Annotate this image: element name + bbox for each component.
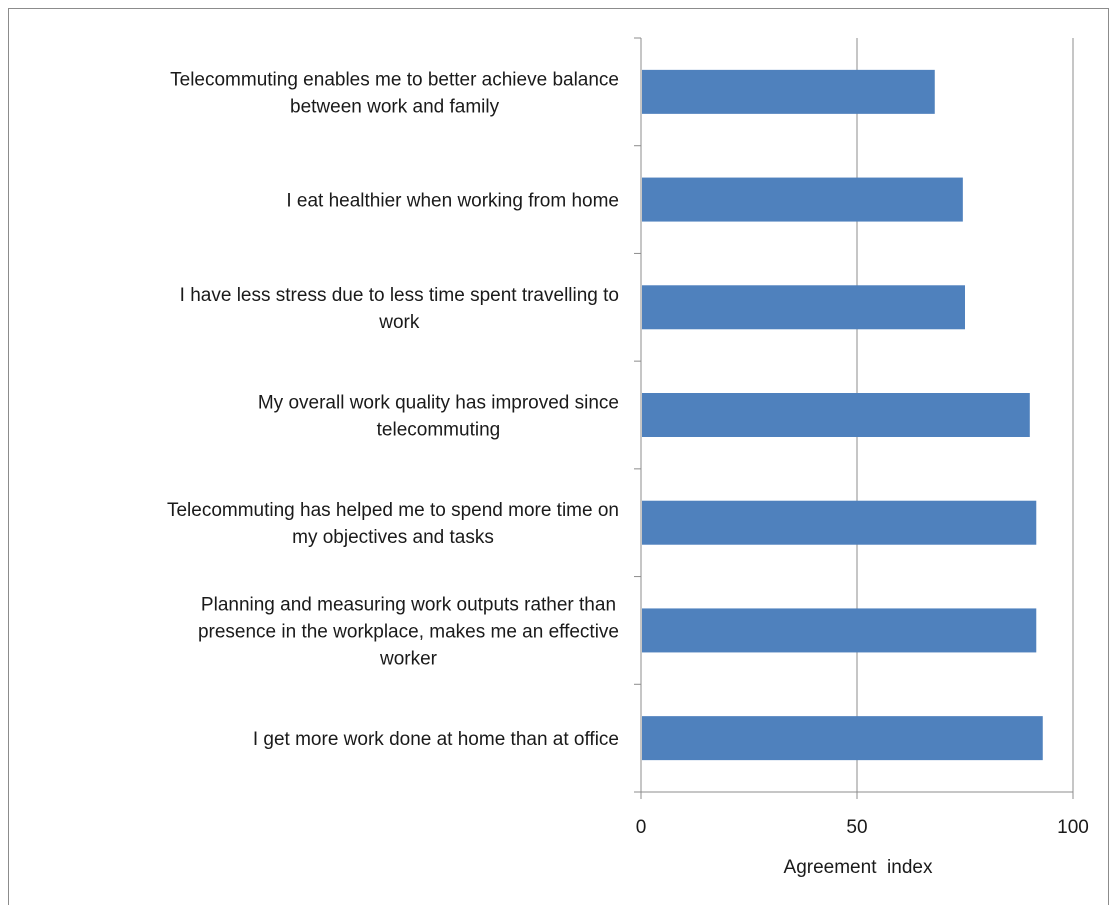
category-label: Telecommuting enables me to better achie… — [170, 69, 619, 90]
bar — [642, 69, 935, 114]
category-label: Telecommuting has helped me to spend mor… — [167, 500, 619, 521]
bar — [642, 177, 963, 222]
category-label: work — [378, 312, 420, 333]
category-label: I have less stress due to less time spen… — [180, 285, 619, 306]
bars — [642, 69, 1043, 761]
category-label: worker — [379, 648, 438, 669]
bar — [642, 500, 1037, 545]
category-label: my objectives and tasks — [292, 527, 494, 548]
x-tick-label: 100 — [1057, 817, 1089, 838]
category-labels: Telecommuting enables me to better achie… — [167, 69, 619, 750]
bar — [642, 716, 1043, 761]
bar — [642, 393, 1030, 437]
tick-labels: 0 50 100 — [636, 817, 1089, 838]
category-label: My overall work quality has improved sin… — [258, 393, 619, 414]
category-label: between work and family — [290, 96, 500, 117]
x-tick-label: 50 — [846, 817, 867, 838]
category-label: I eat healthier when working from home — [286, 191, 619, 212]
category-label: Planning and measuring work outputs rath… — [201, 594, 616, 615]
bar — [642, 285, 965, 330]
bar — [642, 608, 1037, 653]
x-tick-label: 0 — [636, 817, 647, 838]
axes — [634, 37, 1074, 799]
category-label: telecommuting — [377, 420, 501, 441]
x-axis-title: Agreement index — [784, 857, 933, 878]
category-label: presence in the workplace, makes me an e… — [198, 621, 619, 642]
category-label: I get more work done at home than at off… — [253, 729, 619, 750]
